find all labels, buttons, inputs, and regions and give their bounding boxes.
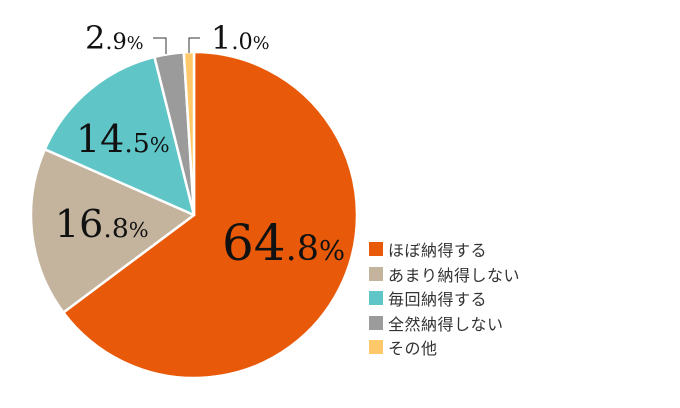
legend-swatch: [369, 266, 383, 281]
label-14-5: 14.5%: [76, 120, 170, 158]
label-64-8: 64.8%: [222, 218, 345, 268]
legend-item-rarely-agree: あまり納得しない: [369, 262, 520, 287]
label-pct: %: [126, 34, 144, 54]
legend-label: あまり納得しない: [388, 265, 521, 285]
pie-slice-0: [62, 50, 359, 380]
label-pct: %: [128, 218, 149, 242]
legend: ほぼ納得する あまり納得しない 毎回納得する 全然納得しない その他: [369, 237, 520, 360]
legend-label: ほぼ納得する: [388, 241, 488, 261]
legend-label: 毎回納得する: [388, 290, 488, 310]
pie-slice-2: [43, 55, 196, 217]
label-dec: .9: [105, 29, 127, 55]
label-int: 1: [211, 19, 232, 57]
pie-slices: [29, 50, 359, 380]
legend-item-always-agree: 毎回納得する: [369, 286, 520, 311]
legend-item-almost-agree: ほぼ納得する: [369, 237, 520, 262]
legend-label: 全然納得しない: [388, 314, 504, 334]
legend-label: その他: [388, 339, 438, 359]
legend-item-other: その他: [369, 335, 520, 360]
label-dec: .8: [285, 229, 320, 269]
label-16-8: 16.8%: [55, 205, 149, 243]
label-int: 14: [76, 117, 125, 161]
label-pct: %: [319, 235, 346, 267]
label-dec: .5: [124, 128, 150, 159]
label-1-0: 1.0%: [211, 22, 269, 54]
label-dec: .8: [103, 213, 129, 244]
label-pct: %: [252, 34, 270, 54]
label-int: 2: [85, 19, 106, 57]
legend-swatch: [369, 291, 383, 306]
label-dec: .0: [231, 29, 253, 55]
legend-swatch: [369, 242, 383, 257]
legend-swatch: [369, 315, 383, 330]
label-pct: %: [149, 133, 170, 157]
pie-slice-1: [29, 148, 196, 314]
label-int: 16: [55, 202, 104, 246]
label-int: 64: [222, 214, 286, 272]
legend-item-never-agree: 全然納得しない: [369, 311, 520, 336]
leader-line-1-0: [188, 37, 200, 53]
legend-swatch: [369, 340, 383, 355]
label-2-9: 2.9%: [85, 22, 143, 54]
leader-line-2-9: [153, 37, 167, 54]
leader-lines: [153, 37, 200, 54]
